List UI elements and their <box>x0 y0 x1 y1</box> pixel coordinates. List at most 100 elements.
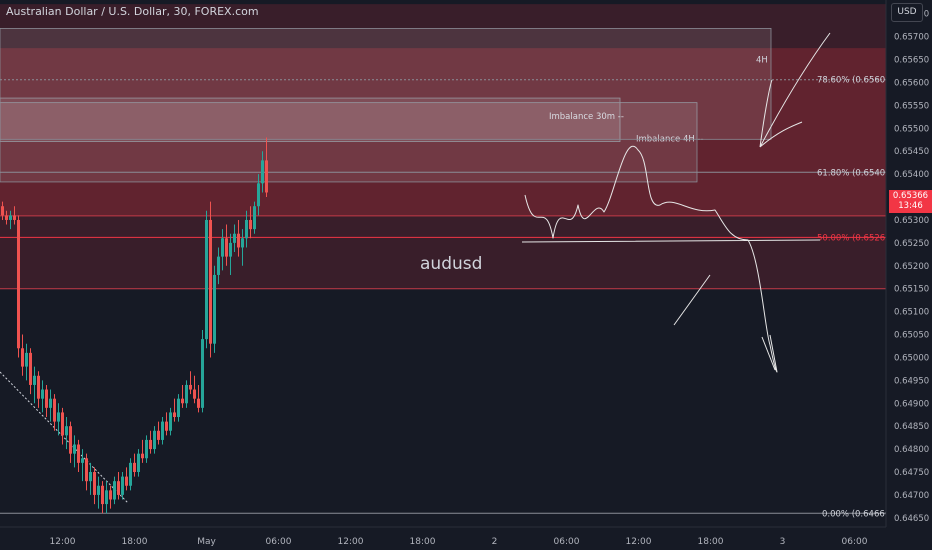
candle-body <box>177 398 180 418</box>
candle-body <box>233 233 236 243</box>
zone-label: 4H <box>756 55 768 65</box>
candle-body <box>49 398 52 408</box>
price-tick-label: 0.64700 <box>894 491 929 501</box>
candle-body <box>69 426 72 454</box>
candle-body <box>153 430 156 450</box>
price-tick-label: 0.65100 <box>894 308 929 318</box>
candle-body <box>29 352 32 385</box>
price-tick-label: 0.65200 <box>894 262 929 272</box>
candle-body <box>9 215 12 220</box>
imbalance-box <box>0 102 698 183</box>
candle-body <box>1 206 4 216</box>
fib-level-label: 78.60% (0.65606) <box>817 76 894 86</box>
currency-button[interactable]: USD <box>891 3 923 22</box>
candle-body <box>237 233 240 248</box>
candle-body <box>65 426 68 436</box>
time-tick-label: 12:00 <box>50 537 76 547</box>
price-tick-label: 0.65650 <box>894 56 929 66</box>
price-tick-label: 0.65700 <box>894 33 929 43</box>
candle-body <box>221 238 224 257</box>
candle-body <box>5 215 8 220</box>
candle-body <box>45 389 48 408</box>
candle-body <box>165 421 168 431</box>
price-tick-label: 0.65550 <box>894 101 929 111</box>
candle-body <box>129 462 132 486</box>
price-tick-label: 0.65150 <box>894 285 929 295</box>
fib-level-label: 61.80% (0.65404) <box>817 168 894 178</box>
candle-body <box>61 412 64 436</box>
price-tick-label: 0.65300 <box>894 216 929 226</box>
candle-body <box>161 421 164 440</box>
candle-body <box>185 384 188 404</box>
candle-body <box>149 439 152 450</box>
price-tick-label: 0.64800 <box>894 445 929 455</box>
current-price-tag: 0.65366 13:46 <box>889 190 932 213</box>
trend-line <box>0 371 129 504</box>
symbol-annotation: audusd <box>420 254 483 274</box>
candle-body <box>25 352 28 367</box>
supply-zone-core <box>0 48 886 216</box>
price-tick-label: 0.65050 <box>894 331 929 341</box>
fib-level-label: 0.00% (0.64660) <box>822 509 894 519</box>
candle-body <box>173 412 176 418</box>
price-axis-bg <box>886 0 932 550</box>
price-tick-label: 0.64850 <box>894 422 929 432</box>
candle-body <box>265 160 268 193</box>
candle-body <box>209 219 212 344</box>
candle-body <box>201 339 204 408</box>
time-tick-label: 18:00 <box>698 537 724 547</box>
imbalance-box <box>0 28 772 140</box>
candle-body <box>109 490 112 500</box>
price-tick-label: 0.64900 <box>894 399 929 409</box>
time-tick-label: 06:00 <box>266 537 292 547</box>
candle-body <box>137 453 140 473</box>
candle-body <box>217 256 220 275</box>
time-tick-label: 06:00 <box>554 537 580 547</box>
price-tick-label: 0.65000 <box>894 353 929 363</box>
candle-body <box>141 453 144 459</box>
candle-body <box>133 462 136 473</box>
imbalance-box <box>0 97 621 143</box>
price-tick-label: 0.64650 <box>894 514 929 524</box>
candle-body <box>81 458 84 463</box>
candle-body <box>197 398 200 408</box>
price-tick-label: 0.65400 <box>894 170 929 180</box>
candle-body <box>13 215 16 220</box>
price-tick-label: 0.65250 <box>894 239 929 249</box>
candle-countdown: 13:46 <box>898 201 923 211</box>
candle-body <box>189 384 192 390</box>
candle-body <box>249 219 252 230</box>
candle-body <box>181 398 184 404</box>
hand-drawn-projection <box>521 32 831 373</box>
candle-body <box>41 389 44 399</box>
price-tick-label: 0.64950 <box>894 376 929 386</box>
price-tick-label: 0.65500 <box>894 124 929 134</box>
candle-body <box>97 485 100 495</box>
candle-body <box>169 412 172 431</box>
candle-body <box>73 444 76 454</box>
candle-body <box>89 472 92 482</box>
candle-body <box>229 242 232 257</box>
fib-level-label: 50.00% (0.65262) <box>817 233 894 243</box>
time-tick-label: 3 <box>780 537 786 547</box>
candle-body <box>121 476 124 495</box>
candle-body <box>261 160 264 184</box>
candle-body <box>17 219 20 349</box>
zone-label: Imbalance 30m -- <box>549 112 624 122</box>
candle-body <box>21 348 24 367</box>
time-tick-label: May <box>197 537 216 547</box>
candle-body <box>145 439 148 459</box>
candle-body <box>125 476 128 486</box>
candle-body <box>101 485 104 505</box>
candle-body <box>225 238 228 257</box>
time-tick-label: 18:00 <box>122 537 148 547</box>
candle-body <box>253 206 256 230</box>
candle-body <box>241 238 244 248</box>
candle-body <box>93 472 96 495</box>
candle-body <box>37 375 40 399</box>
price-tick-label: 0.65450 <box>894 147 929 157</box>
candle-body <box>113 481 116 500</box>
